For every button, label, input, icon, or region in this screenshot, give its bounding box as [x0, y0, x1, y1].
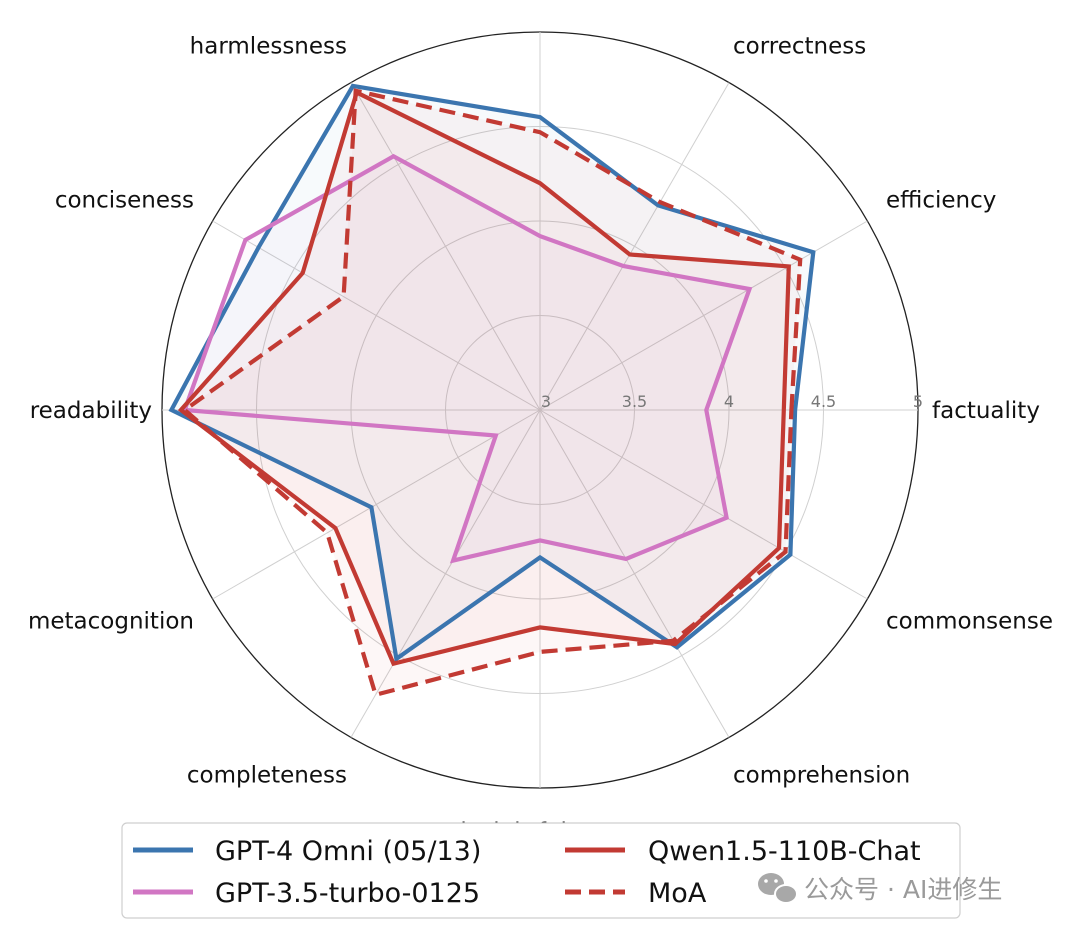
legend-entry-gpt35[interactable]: GPT-3.5-turbo-0125 [133, 878, 480, 909]
legend-frame [121, 822, 961, 919]
series-fills [171, 85, 814, 695]
legend-label-moa: MoA [648, 878, 707, 909]
radar-spoke [350, 409, 541, 738]
radar-spoke [539, 409, 868, 600]
series-fill-2 [180, 92, 789, 664]
axis-label-harmlessness: harmlessness [190, 33, 347, 59]
axis-label-efficiency: efficiency [886, 188, 996, 214]
legend-label-gpt35: GPT-3.5-turbo-0125 [215, 878, 480, 909]
axis-label-metacognition: metacognition [28, 609, 194, 635]
axis-label-conciseness: conciseness [55, 188, 194, 214]
series-fill-1 [184, 156, 750, 561]
series-line-0 [168, 83, 816, 663]
series-line-1 [181, 153, 753, 564]
legend-label-gpt4o: GPT-4 Omni (05/13) [215, 836, 481, 867]
legend-label-qwen: Qwen1.5-110B-Chat [648, 836, 921, 867]
tick-label: 5 [913, 392, 923, 411]
axis-label-commonsense: commonsense [886, 609, 1053, 635]
radar-grid [161, 31, 919, 789]
series-fill-0 [171, 85, 814, 659]
radar-spoke [212, 409, 541, 600]
watermark: 公众号 · AI进修生 [758, 873, 1002, 904]
legend-entry-gpt4o[interactable]: GPT-4 Omni (05/13) [133, 836, 481, 867]
axis-label-robustness: robustness [477, 0, 603, 3]
radar-series-layer [168, 83, 816, 698]
series-line-3 [181, 88, 803, 698]
tick-label: 4.5 [811, 392, 836, 411]
radar-spoke [350, 82, 541, 411]
axis-label-factuality: factuality [932, 398, 1040, 424]
watermark-text: 公众号 · AI进修生 [804, 875, 1002, 904]
wechat-icon [758, 873, 798, 904]
axis-label-correctness: correctness [733, 33, 866, 59]
tick-label: 3.5 [622, 392, 647, 411]
tick-label: 4 [724, 392, 734, 411]
axis-label-comprehension: comprehension [733, 763, 910, 789]
radar-spoke [539, 409, 730, 738]
axis-label-completeness: completeness [187, 763, 347, 789]
legend-entry-qwen[interactable]: Qwen1.5-110B-Chat [565, 836, 921, 867]
radar-spoke [212, 220, 541, 411]
legend-entry-moa[interactable]: MoA [565, 878, 707, 909]
series-line-2 [177, 89, 791, 667]
radar-spoke [539, 82, 730, 411]
series-fill-3 [184, 90, 801, 695]
series-lines [168, 83, 816, 698]
radial-tick-labels: 3 3.5 4 4.5 5 [541, 392, 923, 411]
tick-label: 3 [541, 392, 551, 411]
legend: GPT-4 Omni (05/13) GPT-3.5-turbo-0125 Qw… [121, 822, 961, 919]
axis-label-readability: readability [30, 398, 152, 424]
